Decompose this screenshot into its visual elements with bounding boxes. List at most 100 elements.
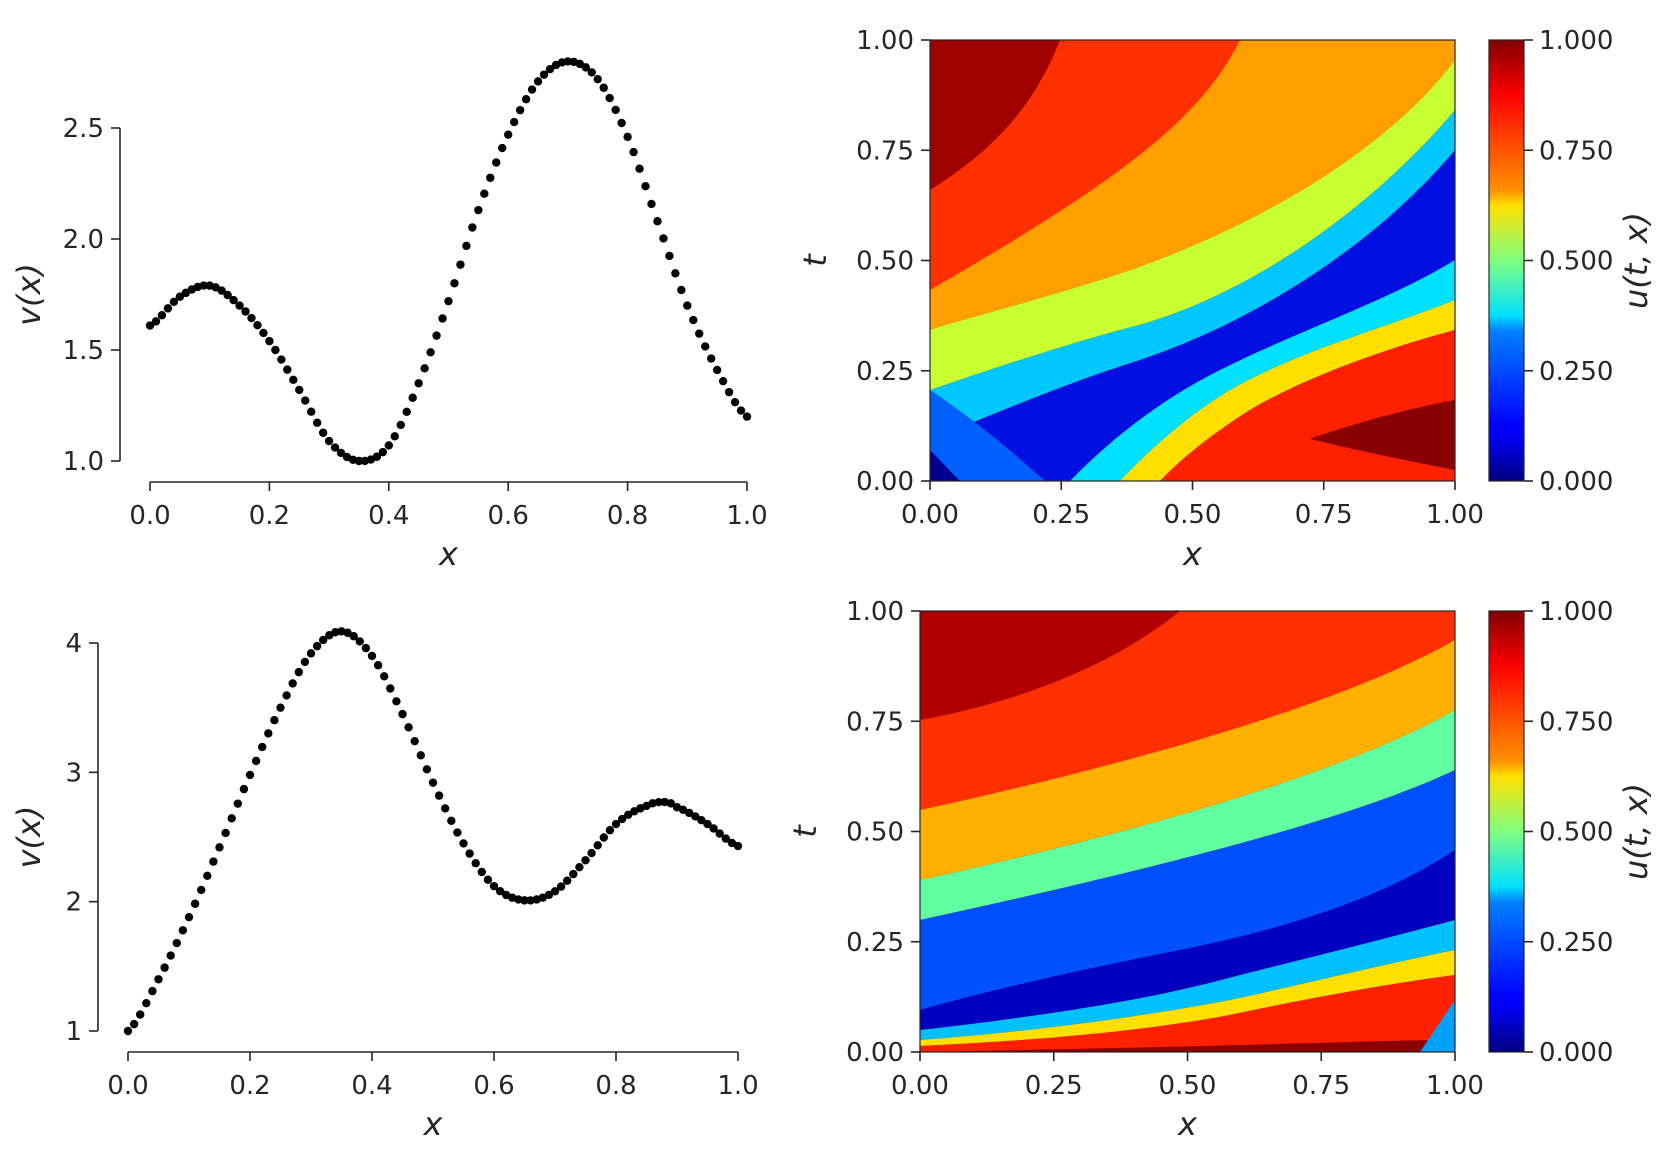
panel-1-point-48 xyxy=(432,331,441,340)
panel-3-xtick-label-3: 0.6 xyxy=(473,1071,514,1101)
panel-3-point-29 xyxy=(300,657,310,667)
panel-4-heatmap-image xyxy=(920,611,1455,1052)
panel-1-point-39 xyxy=(378,447,388,457)
panel-3-point-23 xyxy=(264,729,273,738)
panel-3-point-12 xyxy=(197,885,206,895)
panel-3-point-4 xyxy=(148,986,157,996)
panel-1-point-16 xyxy=(241,307,250,316)
panel-1-point-46 xyxy=(420,364,429,373)
panel-1-point-99 xyxy=(736,406,746,415)
panel-3-point-96 xyxy=(709,824,718,833)
panel-3-point-97 xyxy=(715,829,724,838)
panel-1-point-43 xyxy=(402,407,411,417)
panel-1-point-0 xyxy=(145,321,155,330)
panel-2-ytick-label-2: 0.50 xyxy=(856,247,914,277)
panel-4-cbtick-label-0: 0.000 xyxy=(1539,1038,1613,1068)
panel-4-colorbar xyxy=(1488,610,1525,1053)
panel-4-cbtick-label-3: 0.750 xyxy=(1539,707,1613,737)
panel-1-point-52 xyxy=(456,260,465,269)
panel-3-ytick-label-3: 4 xyxy=(65,629,82,659)
panel-1-point-94 xyxy=(706,354,716,363)
panel-2-colorbar-label: u(t, x) xyxy=(1617,212,1655,309)
panel-3-xtick-label-0: 0.0 xyxy=(107,1071,148,1101)
panel-1-xlabel: x xyxy=(438,535,459,573)
panel-4-xtick-label-3: 0.75 xyxy=(1292,1071,1350,1101)
panel-1-point-15 xyxy=(235,301,244,310)
panel-3-point-6 xyxy=(160,963,169,972)
panel-3-point-58 xyxy=(477,867,486,877)
panel-3-point-74 xyxy=(575,862,584,872)
panel-4-colorbar-label: u(t, x) xyxy=(1617,783,1655,880)
panel-3-point-20 xyxy=(245,770,255,780)
panel-1-point-79 xyxy=(617,118,626,128)
panel-2-cbtick-label-3: 0.750 xyxy=(1539,136,1613,166)
panel-1-point-32 xyxy=(336,448,346,458)
panel-3-point-45 xyxy=(398,709,407,719)
panel-3-point-73 xyxy=(569,869,578,879)
panel-3-point-98 xyxy=(721,834,730,843)
panel-2-cbtick-label-0: 0.000 xyxy=(1539,467,1613,497)
panel-1-point-28 xyxy=(312,418,322,427)
panel-3-point-54 xyxy=(453,828,462,837)
panel-1-point-92 xyxy=(695,329,704,338)
panel-1-point-57 xyxy=(486,173,495,182)
panel-4-xtick-label-0: 0.00 xyxy=(891,1071,949,1101)
panel-3-point-61 xyxy=(495,886,505,896)
panel-3-point-27 xyxy=(288,679,297,688)
panel-1-point-65 xyxy=(533,77,543,86)
panel-1-point-20 xyxy=(265,336,274,346)
panel-3-xlabel: x xyxy=(423,1105,444,1143)
panel-1-point-19 xyxy=(259,328,268,338)
panel-2-xtick-label-2: 0.50 xyxy=(1164,500,1222,530)
panel-1-point-1 xyxy=(151,317,161,326)
panel-3-point-56 xyxy=(465,849,474,858)
panel-1-point-85 xyxy=(653,217,662,226)
panel-4-heatmap: 0.00 0.25 0.50 0.75 1.00 0.00 0.25 0.50 0.75 1.00… xyxy=(786,597,1655,1143)
panel-4-xtick-label-1: 0.25 xyxy=(1025,1071,1083,1101)
panel-3-point-51 xyxy=(434,791,444,800)
panel-3-point-30 xyxy=(306,649,316,658)
panel-1-point-41 xyxy=(390,432,399,441)
panel-1-point-91 xyxy=(689,315,698,325)
panel-3-point-2 xyxy=(136,1010,145,1019)
panel-1-point-27 xyxy=(306,407,316,416)
panel-1-ytick-label-2: 2.0 xyxy=(63,225,104,255)
panel-1-point-75 xyxy=(593,74,602,84)
panel-1-point-4 xyxy=(169,297,179,307)
panel-3-point-94 xyxy=(697,815,706,825)
panel-1-point-78 xyxy=(611,105,620,115)
panel-4-ytick-label-1: 0.25 xyxy=(846,928,904,958)
panel-1-point-84 xyxy=(647,199,656,209)
panel-2-colorbar xyxy=(1488,39,1525,482)
panel-4-ytick-label-4: 1.00 xyxy=(846,597,904,627)
panel-1-point-23 xyxy=(283,365,292,374)
panel-3-point-40 xyxy=(367,651,377,661)
panel-3-point-87 xyxy=(654,797,663,807)
panel-3-point-100 xyxy=(733,841,743,851)
panel-3-point-3 xyxy=(142,998,151,1008)
panel-2-ylabel: t xyxy=(796,253,834,267)
panel-3-point-17 xyxy=(227,814,236,823)
panel-1-point-81 xyxy=(629,147,638,157)
panel-2-cbtick-label-2: 0.500 xyxy=(1539,247,1613,277)
panel-3-point-0 xyxy=(123,1026,133,1036)
panel-3-point-8 xyxy=(172,938,181,948)
panel-4-ytick-label-2: 0.50 xyxy=(846,818,904,848)
panel-1-point-47 xyxy=(426,348,435,357)
panel-3-ytick-label-0: 1 xyxy=(65,1017,82,1047)
panel-1-axes: 1.0 1.5 2.0 2.5 0.0 0.2 0.4 0.6 0.8 1.0 x v(x) xyxy=(10,114,768,573)
panel-1-point-97 xyxy=(724,387,734,397)
panel-1-xtick-label-3: 0.6 xyxy=(488,501,529,531)
panel-3-ytick-label-2: 3 xyxy=(65,758,82,788)
panel-3-point-38 xyxy=(355,637,364,646)
panel-3-point-70 xyxy=(550,887,560,896)
panel-3-point-69 xyxy=(544,890,554,900)
panel-2-xtick-label-3: 0.75 xyxy=(1295,500,1353,530)
panel-2-xlabel: x xyxy=(1182,535,1203,573)
panel-3-point-79 xyxy=(605,826,615,835)
panel-1-point-96 xyxy=(718,376,728,386)
panel-1-point-80 xyxy=(623,132,632,142)
panel-4-cbtick-label-4: 1.000 xyxy=(1539,597,1613,627)
panel-1-point-95 xyxy=(712,365,722,375)
